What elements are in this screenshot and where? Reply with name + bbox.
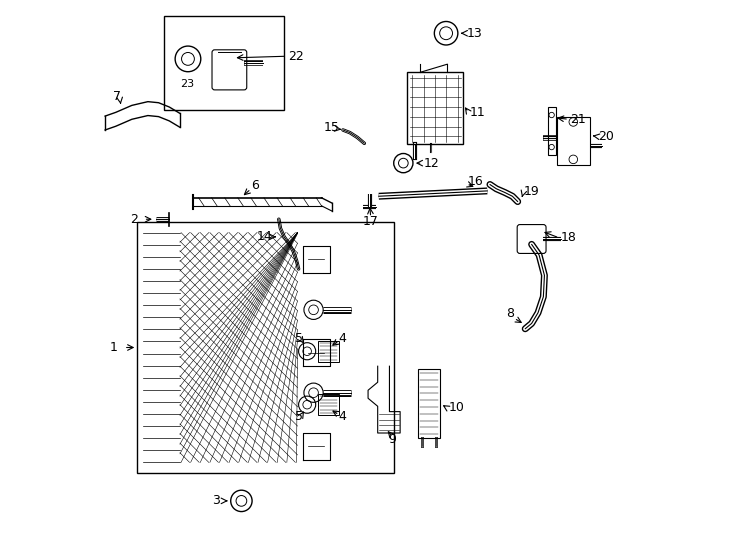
Text: 9: 9: [389, 433, 396, 446]
Text: 5: 5: [295, 410, 303, 423]
Text: 8: 8: [506, 307, 515, 320]
Text: 19: 19: [523, 185, 539, 199]
Text: 5: 5: [295, 332, 303, 345]
Text: 4: 4: [338, 410, 346, 423]
Text: 1: 1: [109, 341, 117, 354]
Text: 6: 6: [251, 179, 258, 192]
Bar: [418, 369, 440, 438]
Text: 23: 23: [180, 79, 194, 89]
Text: 18: 18: [561, 232, 576, 245]
Text: 16: 16: [468, 176, 483, 188]
Bar: [548, 107, 556, 155]
Bar: [164, 16, 284, 110]
Text: 3: 3: [212, 495, 220, 508]
Bar: [137, 222, 393, 473]
Text: 17: 17: [363, 215, 379, 228]
Text: 10: 10: [448, 401, 464, 414]
Text: 21: 21: [570, 113, 586, 126]
Text: 22: 22: [288, 50, 304, 63]
Text: 15: 15: [323, 122, 339, 134]
Bar: [318, 341, 339, 362]
Text: 7: 7: [113, 90, 121, 103]
Bar: [318, 394, 339, 415]
Text: 14: 14: [256, 231, 272, 244]
Text: 20: 20: [598, 130, 614, 143]
Bar: [407, 72, 463, 144]
Text: 13: 13: [466, 27, 482, 40]
Text: 12: 12: [424, 157, 440, 170]
Text: 4: 4: [338, 332, 346, 345]
Text: 11: 11: [470, 106, 485, 119]
Text: 2: 2: [131, 213, 139, 226]
Bar: [556, 117, 590, 165]
